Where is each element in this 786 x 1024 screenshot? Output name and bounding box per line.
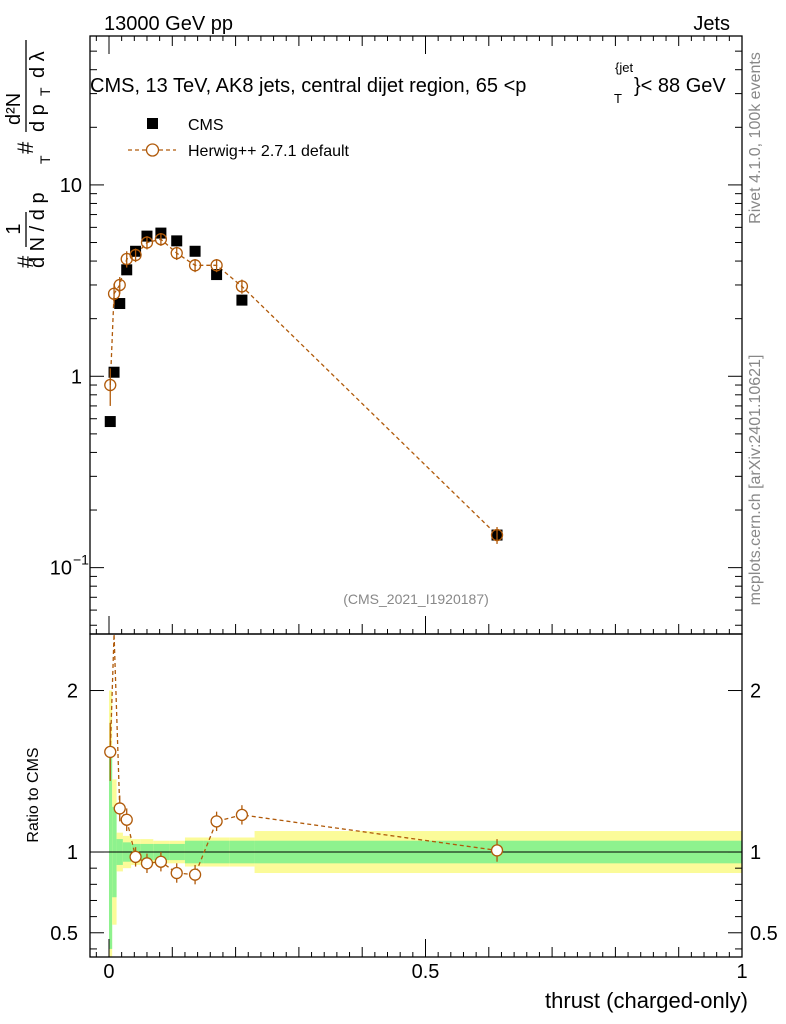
ratio-mc-point (210, 815, 223, 828)
svg-text:T: T (37, 87, 53, 96)
analysis-watermark: (CMS_2021_I1920187) (343, 591, 489, 607)
ratio-mc-point (170, 866, 183, 880)
cms-data-point (171, 235, 183, 247)
x-tick-label: 1 (736, 961, 747, 983)
ratio-y-tick-label-right: 0.5 (750, 923, 778, 945)
ratio-mc-point (120, 813, 133, 826)
legend-mc-marker (145, 143, 160, 157)
ratio-frame (89, 633, 743, 958)
ratio-mc-point (188, 868, 202, 881)
svg-text:d²N: d²N (3, 93, 25, 125)
cms-data-point (104, 416, 116, 428)
legend-cms-marker (147, 118, 158, 129)
mc-point (188, 259, 202, 272)
cms-data-point (114, 298, 126, 310)
ratio-y-tick-label-right: 2 (750, 681, 761, 703)
mc-point (154, 233, 168, 246)
mc-point (104, 378, 117, 392)
main-y-tick-exp: −1 (73, 552, 89, 568)
mc-point (140, 236, 154, 249)
ratio-ylabel: Ratio to CMS (25, 747, 42, 842)
x-tick-label: 0.5 (412, 961, 440, 983)
title-tail: }< 88 GeV (634, 75, 726, 97)
mc-point (490, 528, 504, 542)
plot-title: CMS, 13 TeV, AK8 jets, central dijet reg… (90, 60, 726, 106)
mc-point (129, 248, 142, 262)
ratio-mc-point (154, 855, 168, 868)
title-sup: {jet (615, 60, 633, 75)
ratio-y-tick-label: 2 (67, 681, 78, 703)
mc-series-line (109, 238, 498, 536)
rivet-label: Rivet 4.1.0, 100k events (747, 52, 764, 224)
svg-text:1: 1 (3, 223, 25, 234)
ratio-y-tick-label: 1 (67, 842, 78, 864)
mc-point (113, 278, 126, 292)
svg-text:d λ: d λ (27, 51, 49, 78)
cms-data-point (108, 366, 120, 378)
header-jets-label: Jets (693, 13, 730, 35)
svg-text:#: # (13, 255, 38, 268)
svg-text:T: T (37, 155, 53, 164)
ratio-mc-point (235, 808, 249, 822)
mcplots-label: mcplots.cern.ch [arXiv:2401.10621] (747, 355, 764, 606)
mc-point (235, 280, 249, 293)
mc-point (210, 259, 223, 272)
main-y-tick-label: 1 (71, 366, 82, 388)
svg-text:#: # (13, 141, 38, 154)
title-main: CMS, 13 TeV, AK8 jets, central dijet reg… (90, 75, 526, 97)
main-y-tick-label: 10 (60, 175, 82, 197)
ratio-mc-point (104, 745, 117, 759)
x-tick-label: 0 (103, 961, 114, 983)
header-energy-label: 13000 GeV pp (104, 13, 233, 35)
mc-point (170, 246, 183, 260)
ratio-mc-point (113, 802, 126, 815)
main-ylabel: # 1 d N / d p T # d²N d p T d λ (3, 40, 53, 268)
ratio-mc-point (490, 844, 504, 857)
cms-data-point (236, 294, 248, 306)
cms-data-point (189, 245, 201, 257)
x-axis-label: thrust (charged-only) (545, 988, 748, 1013)
ratio-mc-point (140, 857, 154, 870)
ratio-mc-line-start (109, 633, 121, 809)
legend-cms-label: CMS (188, 117, 224, 134)
svg-text:d p: d p (27, 104, 49, 132)
ratio-mc-point (129, 850, 142, 864)
legend-mc-label: Herwig++ 2.7.1 default (188, 143, 350, 160)
ratio-y-tick-label-right: 1 (750, 842, 761, 864)
cms-data-point (211, 269, 223, 281)
svg-text:d N / d p: d N / d p (27, 192, 49, 268)
ratio-y-tick-label: 0.5 (50, 923, 78, 945)
title-sub: T (614, 91, 622, 106)
main-y-tick-label: 10 (50, 558, 72, 580)
legend: CMS Herwig++ 2.7.1 default (128, 117, 350, 160)
cms-data-point (121, 264, 133, 276)
ratio-panel: 2 21 10.5 0.50 0.5 1 (50, 633, 778, 983)
